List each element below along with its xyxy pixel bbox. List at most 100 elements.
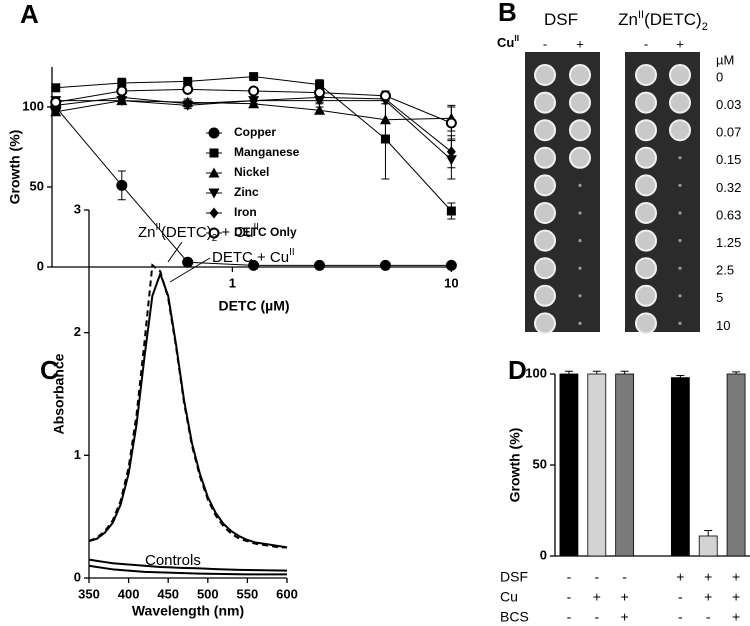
column-label: +: [576, 36, 584, 51]
column-label: -: [644, 36, 648, 51]
legend-label: Zinc: [234, 185, 259, 199]
text-part: + Cu: [217, 224, 253, 241]
concentration-label: 0.03: [716, 97, 741, 112]
spot: [534, 284, 556, 307]
spot: [578, 183, 582, 187]
condition-sign: +: [621, 609, 629, 625]
spot: [678, 239, 682, 243]
condition-sign: +: [704, 589, 712, 605]
x-tick-label: 10: [444, 275, 458, 290]
text-part: Zn: [138, 224, 156, 241]
annotation-leader: [169, 257, 211, 283]
marker: [182, 83, 194, 95]
panel-label: B: [498, 0, 517, 27]
column-label: -: [543, 36, 547, 51]
text-part: Zn: [618, 10, 638, 29]
panel-label: A: [20, 0, 39, 29]
y-axis-label: Absorbance: [51, 353, 67, 434]
spot: [635, 229, 657, 252]
x-tick-label: 350: [78, 586, 100, 601]
spot: [635, 119, 657, 142]
legend-marker: [208, 127, 220, 139]
y-tick-label: 1: [74, 447, 81, 462]
series-line: [88, 270, 288, 549]
marker: [50, 96, 62, 108]
spot: [569, 146, 591, 169]
condition-sign: -: [622, 569, 627, 585]
bar: [559, 373, 579, 557]
spot: [534, 257, 556, 280]
text-part: II: [514, 33, 519, 43]
marker: [248, 85, 260, 97]
condition-sign: -: [678, 589, 683, 605]
spot: [678, 211, 682, 215]
legend-label: Nickel: [234, 165, 269, 179]
condition-sign: -: [567, 569, 572, 585]
spot: [678, 183, 682, 187]
copper-label: CuII: [497, 33, 519, 50]
y-tick-label: 0: [74, 569, 81, 584]
spot: [569, 119, 591, 142]
spot: [635, 257, 657, 280]
text-part: (DETC): [161, 224, 212, 241]
text-part: II: [156, 222, 161, 233]
error-bar: [704, 530, 713, 536]
y-tick-label: 50: [533, 456, 547, 471]
bar: [670, 377, 690, 557]
legend-marker: [208, 167, 220, 178]
condition-label: Cu: [500, 589, 518, 605]
spot: [669, 64, 691, 86]
x-tick-label: 500: [197, 586, 219, 601]
panel-label: C: [40, 355, 59, 385]
panel-labels: A B C D: [20, 0, 527, 385]
concentration-label: 0: [716, 69, 723, 84]
bar: [726, 373, 746, 557]
legend-label: Copper: [234, 125, 276, 139]
text-part: DETC + Cu: [212, 249, 289, 266]
error-bar: [676, 374, 685, 378]
marker: [117, 78, 127, 88]
spot: [578, 321, 582, 325]
concentration-label: 1.25: [716, 235, 741, 250]
spot: [569, 64, 591, 86]
text-part: II: [638, 9, 644, 21]
legend-label: Iron: [234, 205, 257, 219]
marker: [379, 90, 391, 102]
condition-sign: -: [678, 609, 683, 625]
spot: [635, 146, 657, 169]
marker: [446, 146, 456, 158]
marker: [314, 87, 326, 99]
condition-sign: +: [593, 589, 601, 605]
error-bar: [620, 370, 629, 374]
spot: [534, 146, 556, 169]
marker: [182, 256, 194, 268]
marker: [446, 206, 456, 216]
x-tick-label: 400: [118, 586, 140, 601]
y-tick-label: 2: [74, 324, 81, 339]
y-tick-label: 50: [30, 178, 44, 193]
concentration-label: 0.15: [716, 152, 741, 167]
marker: [249, 72, 259, 82]
column-label: +: [676, 36, 684, 51]
spot: [534, 202, 556, 224]
text-part: II: [253, 222, 258, 233]
annotation-leader: [167, 241, 183, 263]
condition-sign: +: [621, 589, 629, 605]
concentration-label: 0.63: [716, 207, 741, 222]
condition-label: BCS: [500, 609, 529, 625]
condition-sign: +: [732, 589, 740, 605]
spot: [534, 312, 556, 335]
condition-sign: +: [704, 569, 712, 585]
concentration-label: 5: [716, 290, 723, 305]
spot: [678, 294, 682, 298]
marker: [183, 98, 193, 110]
bar: [615, 373, 635, 557]
spot: [578, 266, 582, 270]
condition-sign: -: [567, 589, 572, 605]
spot: [534, 119, 556, 142]
series-line: [88, 564, 287, 576]
y-tick-label: 3: [74, 201, 81, 216]
spot: [669, 91, 691, 114]
spot: [534, 64, 556, 86]
